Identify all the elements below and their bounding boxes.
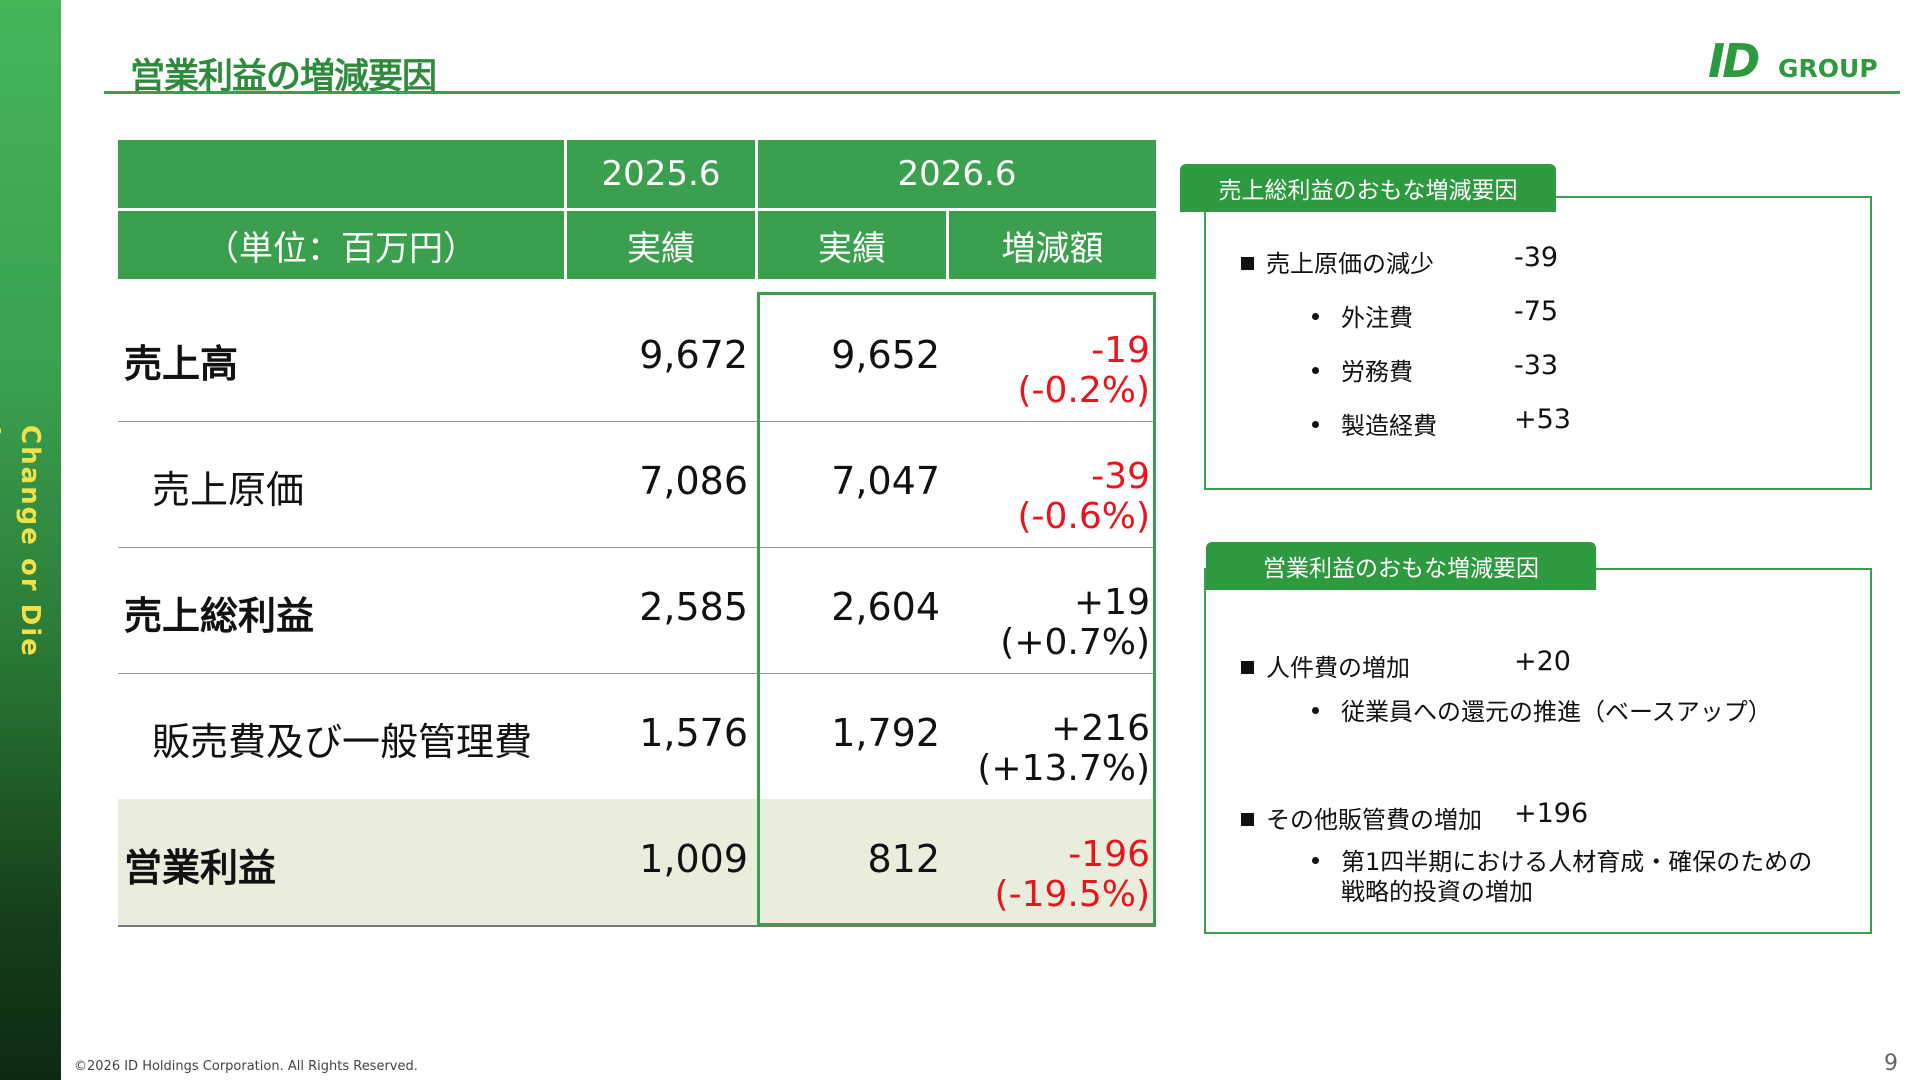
change-percent: (-19.5%) <box>994 874 1150 915</box>
header-actual-prev: 実績 <box>567 211 755 279</box>
value-prev: 1,009 <box>639 837 748 881</box>
value-curr: 9,652 <box>831 333 940 377</box>
header-change: 増減額 <box>949 211 1156 279</box>
gross-profit-factors-box <box>1204 196 1872 490</box>
value-prev: 7,086 <box>639 459 748 503</box>
copyright-footer: ©2026 ID Holdings Corporation. All Right… <box>74 1059 418 1074</box>
gross-sub-value-1: -75 <box>1514 296 1559 327</box>
change-percent: (+13.7%) <box>977 748 1150 789</box>
value-change: +216 (+13.7%) <box>958 709 1150 789</box>
header-actual-curr: 実績 <box>758 211 946 279</box>
change-percent: (+0.7%) <box>1000 622 1150 663</box>
table-row-cogs: 売上原価 7,086 7,047 -39 (-0.6%) <box>118 421 1156 548</box>
table-row-gross-profit: 売上総利益 2,585 2,604 +19 (+0.7%) <box>118 547 1156 674</box>
value-curr: 2,604 <box>831 585 940 629</box>
change-percent: (-0.6%) <box>1017 496 1150 537</box>
value-prev: 9,672 <box>639 333 748 377</box>
value-change: +19 (+0.7%) <box>958 583 1150 663</box>
value-change: -19 (-0.2%) <box>958 331 1150 411</box>
table-row-sales: 売上高 9,672 9,652 -19 (-0.2%) <box>118 295 1156 422</box>
dot-bullet-icon <box>1312 706 1319 714</box>
header-year-curr: 2026.6 <box>758 140 1156 208</box>
change-amount: +216 <box>1051 708 1150 749</box>
id-group-logo: ID GROUP <box>1708 34 1898 88</box>
op-factor-2: その他販管費の増加 <box>1241 800 1482 835</box>
gross-profit-factors-tab: 売上総利益のおもな増減要因 <box>1180 164 1556 212</box>
value-change: -39 (-0.6%) <box>958 457 1150 537</box>
change-amount: -196 <box>1068 834 1150 875</box>
dot-bullet-icon <box>1312 856 1319 864</box>
op-factor-2-detail: 第1四半期における人材育成・確保のための <box>1312 842 1812 877</box>
dot-bullet-icon <box>1312 312 1319 320</box>
value-curr: 7,047 <box>831 459 940 503</box>
value-curr: 1,792 <box>831 711 940 755</box>
row-label: 販売費及び一般管理費 <box>152 720 533 764</box>
factor-label: 外注費 <box>1341 304 1413 332</box>
operating-profit-factors-tab: 営業利益のおもな増減要因 <box>1206 542 1596 590</box>
detail-text: 第1四半期における人材育成・確保のための <box>1341 848 1813 876</box>
header-year-prev: 2025.6 <box>567 140 755 208</box>
logo-mark: ID <box>1708 34 1760 88</box>
table-row-sga: 販売費及び一般管理費 1,576 1,792 +216 (+13.7%) <box>118 673 1156 800</box>
gross-sub-value-3: +53 <box>1514 404 1571 435</box>
page-number: 9 <box>1884 1051 1898 1076</box>
change-amount: -39 <box>1091 456 1150 497</box>
op-factor-1-detail: 従業員への還元の推進（ベースアップ） <box>1312 692 1772 727</box>
op-factor-2-value: +196 <box>1514 798 1589 829</box>
factor-label: その他販管費の増加 <box>1266 806 1482 834</box>
op-factor-1: 人件費の増加 <box>1241 648 1410 683</box>
gross-main-value: -39 <box>1514 242 1559 273</box>
value-curr: 812 <box>867 837 940 881</box>
title-divider <box>104 91 1900 94</box>
row-label: 売上高 <box>124 342 239 386</box>
table-row-operating-profit: 営業利益 1,009 812 -196 (-19.5%) <box>118 799 1156 927</box>
side-band: Change or Die ! <box>0 0 61 1080</box>
factor-label: 労務費 <box>1341 358 1413 386</box>
gross-main-factor: 売上原価の減少 <box>1241 244 1434 279</box>
gross-sub-value-2: -33 <box>1514 350 1559 381</box>
factor-label: 製造経費 <box>1341 412 1437 440</box>
op-factor-1-value: +20 <box>1514 646 1571 677</box>
detail-text: 従業員への還元の推進（ベースアップ） <box>1341 698 1772 726</box>
change-amount: +19 <box>1074 582 1150 623</box>
row-label: 売上原価 <box>152 468 305 512</box>
gross-sub-factor-1: 外注費 <box>1312 298 1413 333</box>
square-bullet-icon <box>1241 256 1254 270</box>
dot-bullet-icon <box>1312 420 1319 428</box>
gross-sub-factor-2: 労務費 <box>1312 352 1413 387</box>
value-change: -196 (-19.5%) <box>958 835 1150 915</box>
page-title: 営業利益の増減要因 <box>130 57 437 97</box>
dot-bullet-icon <box>1312 366 1319 374</box>
factor-label: 人件費の増加 <box>1266 654 1410 682</box>
logo-text: GROUP <box>1778 54 1878 83</box>
side-slogan: Change or Die ! <box>0 425 45 658</box>
square-bullet-icon <box>1241 812 1254 826</box>
value-prev: 1,576 <box>639 711 748 755</box>
factor-label: 売上原価の減少 <box>1266 250 1434 278</box>
change-percent: (-0.2%) <box>1017 370 1150 411</box>
op-factor-2-detail-line2: 戦略的投資の増加 <box>1341 878 1533 906</box>
gross-sub-factor-3: 製造経費 <box>1312 406 1437 441</box>
header-unit-label: （単位：百万円） <box>118 211 564 279</box>
square-bullet-icon <box>1241 660 1254 674</box>
value-prev: 2,585 <box>639 585 748 629</box>
operating-profit-factors-box <box>1204 568 1872 934</box>
change-amount: -19 <box>1091 330 1150 371</box>
row-label: 売上総利益 <box>124 594 315 638</box>
row-label: 営業利益 <box>124 846 277 890</box>
header-unit-top <box>118 140 564 208</box>
